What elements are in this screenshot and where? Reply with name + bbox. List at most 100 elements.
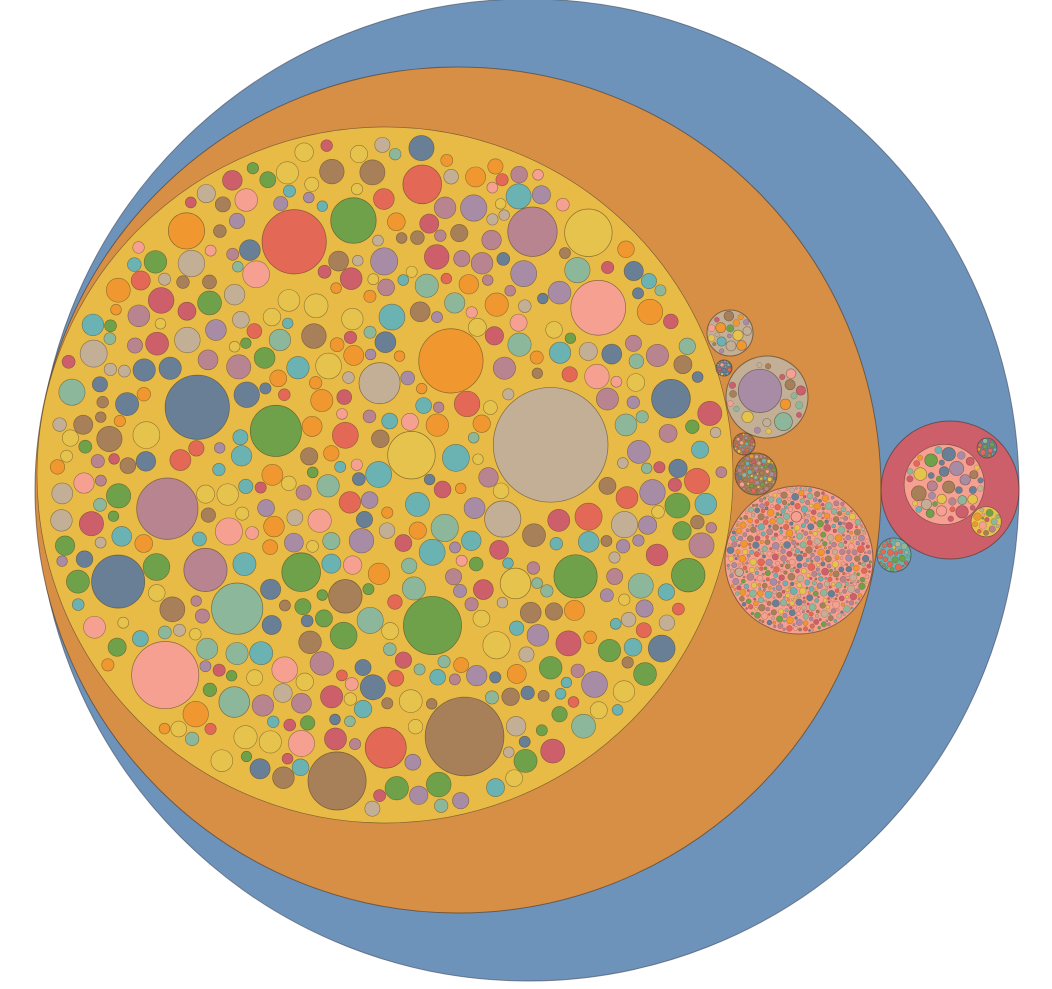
group-2-leaf (807, 591, 811, 594)
group-0-child-0-leaf (240, 337, 252, 349)
group-0-child-0-child-4 (164, 374, 230, 440)
group-0-child-0-leaf (159, 596, 186, 623)
group-2-leaf (739, 521, 747, 529)
group-2-leaf (845, 600, 849, 604)
group-0-child-0-leaf (416, 382, 428, 395)
group-2-leaf (730, 584, 735, 588)
group-2-leaf (762, 579, 766, 583)
group-0-child-0-leaf (397, 274, 409, 286)
group-0-child-0-leaf (627, 440, 651, 464)
group-5-leaf (737, 468, 743, 474)
group-0-child-0-leaf (232, 429, 249, 446)
group-1-child-0-leaf (967, 494, 978, 505)
group-7-leaf (744, 436, 748, 440)
group-1-child-1-leaf (973, 512, 982, 521)
group-0-child-0-leaf (61, 429, 79, 447)
group-8-leaf (720, 360, 723, 363)
group-0-child-0-leaf (96, 396, 109, 409)
group-2-leaf (858, 553, 862, 557)
group-2-leaf (794, 503, 801, 510)
group-0-child-0-leaf (277, 289, 301, 312)
group-0-child-0-leaf (372, 234, 384, 247)
group-2-leaf (766, 600, 772, 606)
group-2-leaf (816, 582, 823, 589)
group-0-child-0-leaf (645, 343, 669, 367)
group-0-child-0-leaf (226, 247, 240, 261)
group-7-leaf (733, 440, 737, 444)
group-2-leaf (737, 544, 741, 548)
group-0-child-0-leaf (73, 414, 94, 435)
group-2-leaf (789, 600, 795, 606)
group-0-child-0-leaf (246, 323, 263, 339)
group-0-child-0-leaf (387, 669, 405, 687)
group-2-leaf (742, 575, 746, 579)
group-2-leaf (820, 621, 827, 628)
group-2-leaf (840, 506, 847, 513)
group-4-leaf (736, 340, 747, 351)
group-2-leaf (735, 527, 743, 535)
group-2-leaf (780, 542, 784, 546)
group-5-leaf (754, 463, 757, 466)
group-2-leaf (829, 518, 833, 522)
group-2-leaf (785, 529, 794, 537)
group-2-leaf (808, 509, 811, 512)
group-2-leaf (749, 567, 755, 573)
group-1-child-0-leaf (917, 454, 923, 461)
group-0-child-0-child-26 (328, 579, 363, 614)
group-0-child-0-leaf (238, 478, 254, 494)
group-2-leaf (808, 586, 815, 592)
group-2-leaf (814, 545, 819, 550)
group-1-child-1-leaf (978, 521, 987, 530)
group-2-leaf (862, 531, 867, 535)
group-0-child-0-leaf (240, 750, 253, 763)
group-2-leaf (771, 570, 774, 574)
group-0-child-0-leaf (343, 692, 358, 706)
group-0-child-0-leaf (399, 689, 423, 713)
group-0-child-0-leaf (433, 480, 452, 499)
group-0-child-0-leaf (148, 584, 166, 602)
group-2-leaf (849, 530, 854, 535)
group-0-child-0-child-10 (91, 554, 146, 609)
group-1-child-2-leaf (984, 455, 987, 458)
group-2-leaf (739, 517, 743, 521)
group-0-child-0-leaf (291, 758, 310, 777)
group-2-leaf (860, 526, 865, 532)
group-2-leaf (760, 531, 766, 537)
group-0-child-0-leaf (169, 449, 192, 471)
group-0-child-0-leaf (343, 345, 365, 366)
group-2-leaf (842, 521, 846, 525)
group-0-child-0-leaf (185, 731, 200, 746)
group-0-child-0-leaf (393, 350, 406, 362)
group-2-leaf (745, 510, 749, 514)
group-8-leaf (726, 372, 729, 376)
group-2-leaf (857, 593, 863, 598)
group-6-leaf (887, 542, 893, 548)
group-0-child-0-leaf (461, 530, 482, 551)
group-2-leaf (835, 577, 839, 581)
group-1-child-0-leaf (913, 460, 921, 467)
group-0-child-0-leaf (359, 159, 386, 186)
group-4-leaf (732, 329, 744, 341)
group-2-leaf (785, 588, 790, 593)
group-2-leaf (765, 577, 770, 582)
group-8-leaf (720, 371, 722, 373)
group-0-child-0-leaf (473, 579, 494, 600)
group-1-child-0-leaf (928, 491, 936, 500)
group-6-leaf (887, 549, 894, 556)
group-0-child-0-leaf (404, 753, 422, 771)
group-5-leaf (760, 465, 764, 470)
group-8-leaf (717, 371, 719, 373)
group-2-leaf (735, 533, 738, 537)
group-2-leaf (754, 519, 760, 524)
group-5-leaf (763, 455, 766, 458)
group-0-child-0-leaf (226, 354, 252, 380)
group-2-leaf (786, 603, 790, 607)
group-0-child-0-leaf (463, 497, 486, 519)
group-2-leaf (789, 587, 798, 595)
group-0-child-0-leaf (58, 378, 86, 406)
group-0-child-0-leaf (367, 273, 380, 286)
group-2-leaf (792, 623, 796, 627)
group-0-child-0-leaf (443, 169, 459, 185)
group-2-leaf (802, 613, 809, 620)
group-2-leaf (765, 558, 773, 566)
